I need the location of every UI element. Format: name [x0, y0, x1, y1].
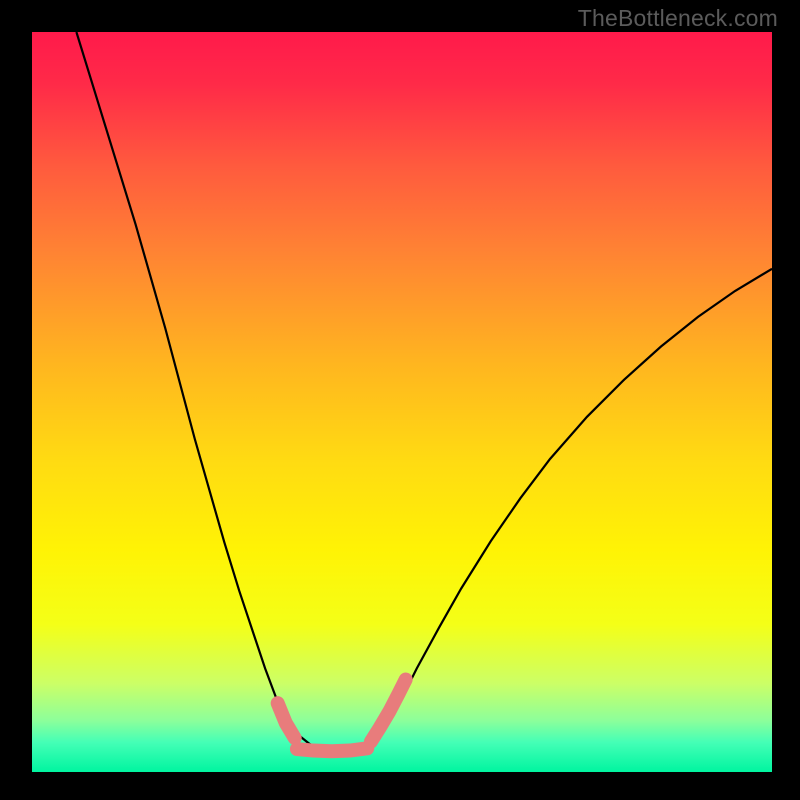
highlight-segment-0: [278, 703, 295, 738]
highlight-segment-1: [297, 748, 367, 751]
curve-overlay: [32, 32, 772, 772]
watermark-label: TheBottleneck.com: [578, 5, 778, 32]
bottleneck-curve: [76, 32, 772, 751]
chart-frame: TheBottleneck.com: [0, 0, 800, 800]
highlight-segment-2: [371, 680, 406, 742]
